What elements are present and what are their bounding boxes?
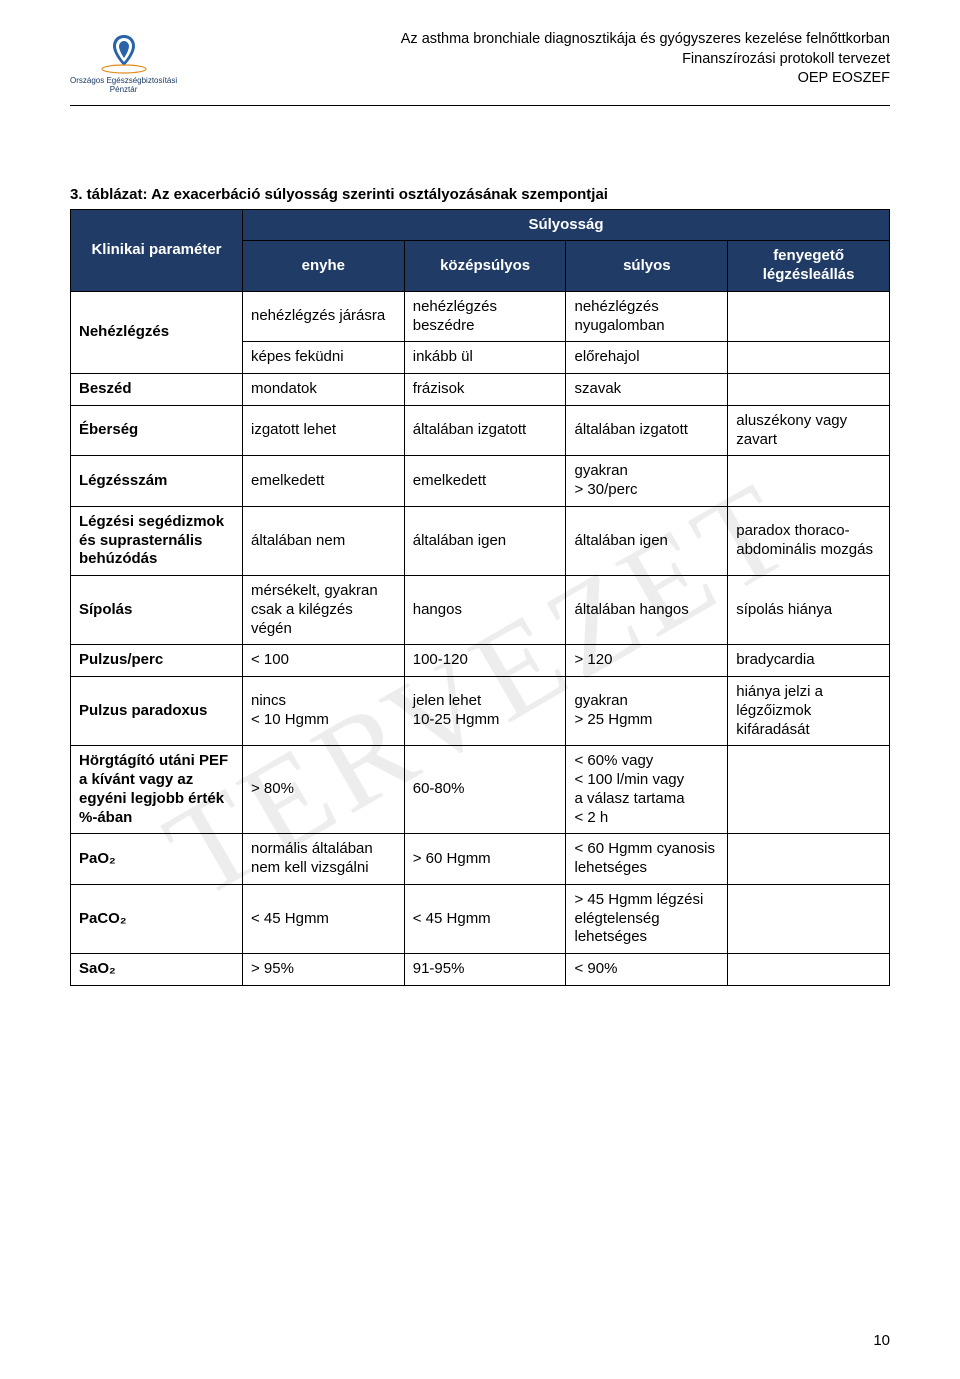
row-cell: nehézlégzés beszédre xyxy=(404,291,566,342)
row-cell: > 95% xyxy=(242,954,404,986)
row-cell xyxy=(728,456,890,507)
row-cell: általában igen xyxy=(566,506,728,575)
row-param: Pulzus paradoxus xyxy=(71,677,243,746)
row-cell: > 80% xyxy=(242,746,404,834)
logo-text-2: Pénztár xyxy=(110,86,138,95)
row-cell: általában izgatott xyxy=(404,405,566,456)
oep-logo-icon xyxy=(99,30,149,74)
row-cell: mérsékelt, gyakran csak a kilégzés végén xyxy=(242,576,404,645)
table-row: Légzési segédizmok és suprasternális beh… xyxy=(71,506,890,575)
table-row: Hörgtágító utáni PEF a kívánt vagy az eg… xyxy=(71,746,890,834)
row-cell: gyakran> 30/perc xyxy=(566,456,728,507)
row-cell: 91-95% xyxy=(404,954,566,986)
row-cell: hangos xyxy=(404,576,566,645)
row-cell: < 90% xyxy=(566,954,728,986)
row-cell: 60-80% xyxy=(404,746,566,834)
row-param: Nehézlégzés xyxy=(71,291,243,373)
table-row: Pulzus paradoxusnincs< 10 Hgmmjelen lehe… xyxy=(71,677,890,746)
row-cell: emelkedett xyxy=(242,456,404,507)
row-cell: nehézlégzés járásra xyxy=(242,291,404,342)
header-text: Az asthma bronchiale diagnosztikája és g… xyxy=(401,30,890,89)
th-col-3: fenyegető légzésleállás xyxy=(728,241,890,292)
row-param: Légzési segédizmok és suprasternális beh… xyxy=(71,506,243,575)
row-param: SaO₂ xyxy=(71,954,243,986)
row-cell xyxy=(728,834,890,885)
row-cell xyxy=(728,954,890,986)
row-cell: > 60 Hgmm xyxy=(404,834,566,885)
row-cell xyxy=(728,342,890,374)
row-cell: szavak xyxy=(566,374,728,406)
table-row: Sípolásmérsékelt, gyakran csak a kilégzé… xyxy=(71,576,890,645)
row-cell: általában nem xyxy=(242,506,404,575)
row-cell: sípolás hiánya xyxy=(728,576,890,645)
row-cell: általában hangos xyxy=(566,576,728,645)
row-cell: emelkedett xyxy=(404,456,566,507)
row-cell xyxy=(728,291,890,342)
row-cell: normális általában nem kell vizsgálni xyxy=(242,834,404,885)
row-cell: hiánya jelzi a légzőizmok kifáradását xyxy=(728,677,890,746)
row-cell: nehézlégzés nyugalomban xyxy=(566,291,728,342)
row-cell: < 60 Hgmm cyanosis lehetséges xyxy=(566,834,728,885)
table-row: Éberségizgatott lehetáltalában izgatottá… xyxy=(71,405,890,456)
row-param: Pulzus/perc xyxy=(71,645,243,677)
table-row: Pulzus/perc< 100100-120> 120bradycardia xyxy=(71,645,890,677)
page-number: 10 xyxy=(873,1332,890,1349)
header-line-3: OEP EOSZEF xyxy=(401,69,890,89)
row-cell: < 60% vagy< 100 l/min vagya válasz tarta… xyxy=(566,746,728,834)
row-param: Sípolás xyxy=(71,576,243,645)
row-cell: < 100 xyxy=(242,645,404,677)
row-cell xyxy=(728,746,890,834)
table-row: PaO₂normális általában nem kell vizsgáln… xyxy=(71,834,890,885)
severity-table: Klinikai paraméter Súlyosság enyhe közép… xyxy=(70,209,890,986)
row-cell: > 45 Hgmm légzési elégtelenség lehetsége… xyxy=(566,884,728,953)
table-row: Nehézlégzésnehézlégzés járásranehézlégzé… xyxy=(71,291,890,342)
row-cell: előrehajol xyxy=(566,342,728,374)
table-body: Nehézlégzésnehézlégzés járásranehézlégzé… xyxy=(71,291,890,985)
row-param: PaO₂ xyxy=(71,834,243,885)
row-cell: bradycardia xyxy=(728,645,890,677)
logo: Országos Egészségbiztosítási Pénztár xyxy=(70,30,177,95)
row-cell: paradox thoraco-abdominális mozgás xyxy=(728,506,890,575)
row-cell: < 45 Hgmm xyxy=(404,884,566,953)
row-cell: általában izgatott xyxy=(566,405,728,456)
table-caption: 3. táblázat: Az exacerbáció súlyosság sz… xyxy=(70,186,890,203)
row-param: PaCO₂ xyxy=(71,884,243,953)
row-cell: izgatott lehet xyxy=(242,405,404,456)
row-cell: nincs< 10 Hgmm xyxy=(242,677,404,746)
row-param: Légzésszám xyxy=(71,456,243,507)
row-param: Éberség xyxy=(71,405,243,456)
row-cell: mondatok xyxy=(242,374,404,406)
row-cell: aluszékony vagy zavart xyxy=(728,405,890,456)
table-head: Klinikai paraméter Súlyosság enyhe közép… xyxy=(71,209,890,291)
row-cell xyxy=(728,884,890,953)
th-col-1: középsúlyos xyxy=(404,241,566,292)
th-col-0: enyhe xyxy=(242,241,404,292)
table-row: Beszédmondatokfrázisokszavak xyxy=(71,374,890,406)
page-header: Országos Egészségbiztosítási Pénztár Az … xyxy=(70,30,890,95)
th-severity-span: Súlyosság xyxy=(242,209,889,241)
header-line-2: Finanszírozási protokoll tervezet xyxy=(401,50,890,70)
header-rule xyxy=(70,105,890,106)
row-cell: gyakran> 25 Hgmm xyxy=(566,677,728,746)
row-cell: > 120 xyxy=(566,645,728,677)
row-cell: < 45 Hgmm xyxy=(242,884,404,953)
table-row: PaCO₂< 45 Hgmm< 45 Hgmm> 45 Hgmm légzési… xyxy=(71,884,890,953)
row-cell: inkább ül xyxy=(404,342,566,374)
table-row: Légzésszámemelkedettemelkedettgyakran> 3… xyxy=(71,456,890,507)
row-cell: jelen lehet10-25 Hgmm xyxy=(404,677,566,746)
table-row: SaO₂> 95%91-95%< 90% xyxy=(71,954,890,986)
row-param: Beszéd xyxy=(71,374,243,406)
th-col-2: súlyos xyxy=(566,241,728,292)
header-line-1: Az asthma bronchiale diagnosztikája és g… xyxy=(401,30,890,50)
th-param: Klinikai paraméter xyxy=(71,209,243,291)
row-cell: frázisok xyxy=(404,374,566,406)
page: TERVEZET Országos Egészségbiztosítási Pé… xyxy=(0,0,960,1379)
row-cell: általában igen xyxy=(404,506,566,575)
row-param: Hörgtágító utáni PEF a kívánt vagy az eg… xyxy=(71,746,243,834)
row-cell xyxy=(728,374,890,406)
row-cell: 100-120 xyxy=(404,645,566,677)
row-cell: képes feküdni xyxy=(242,342,404,374)
